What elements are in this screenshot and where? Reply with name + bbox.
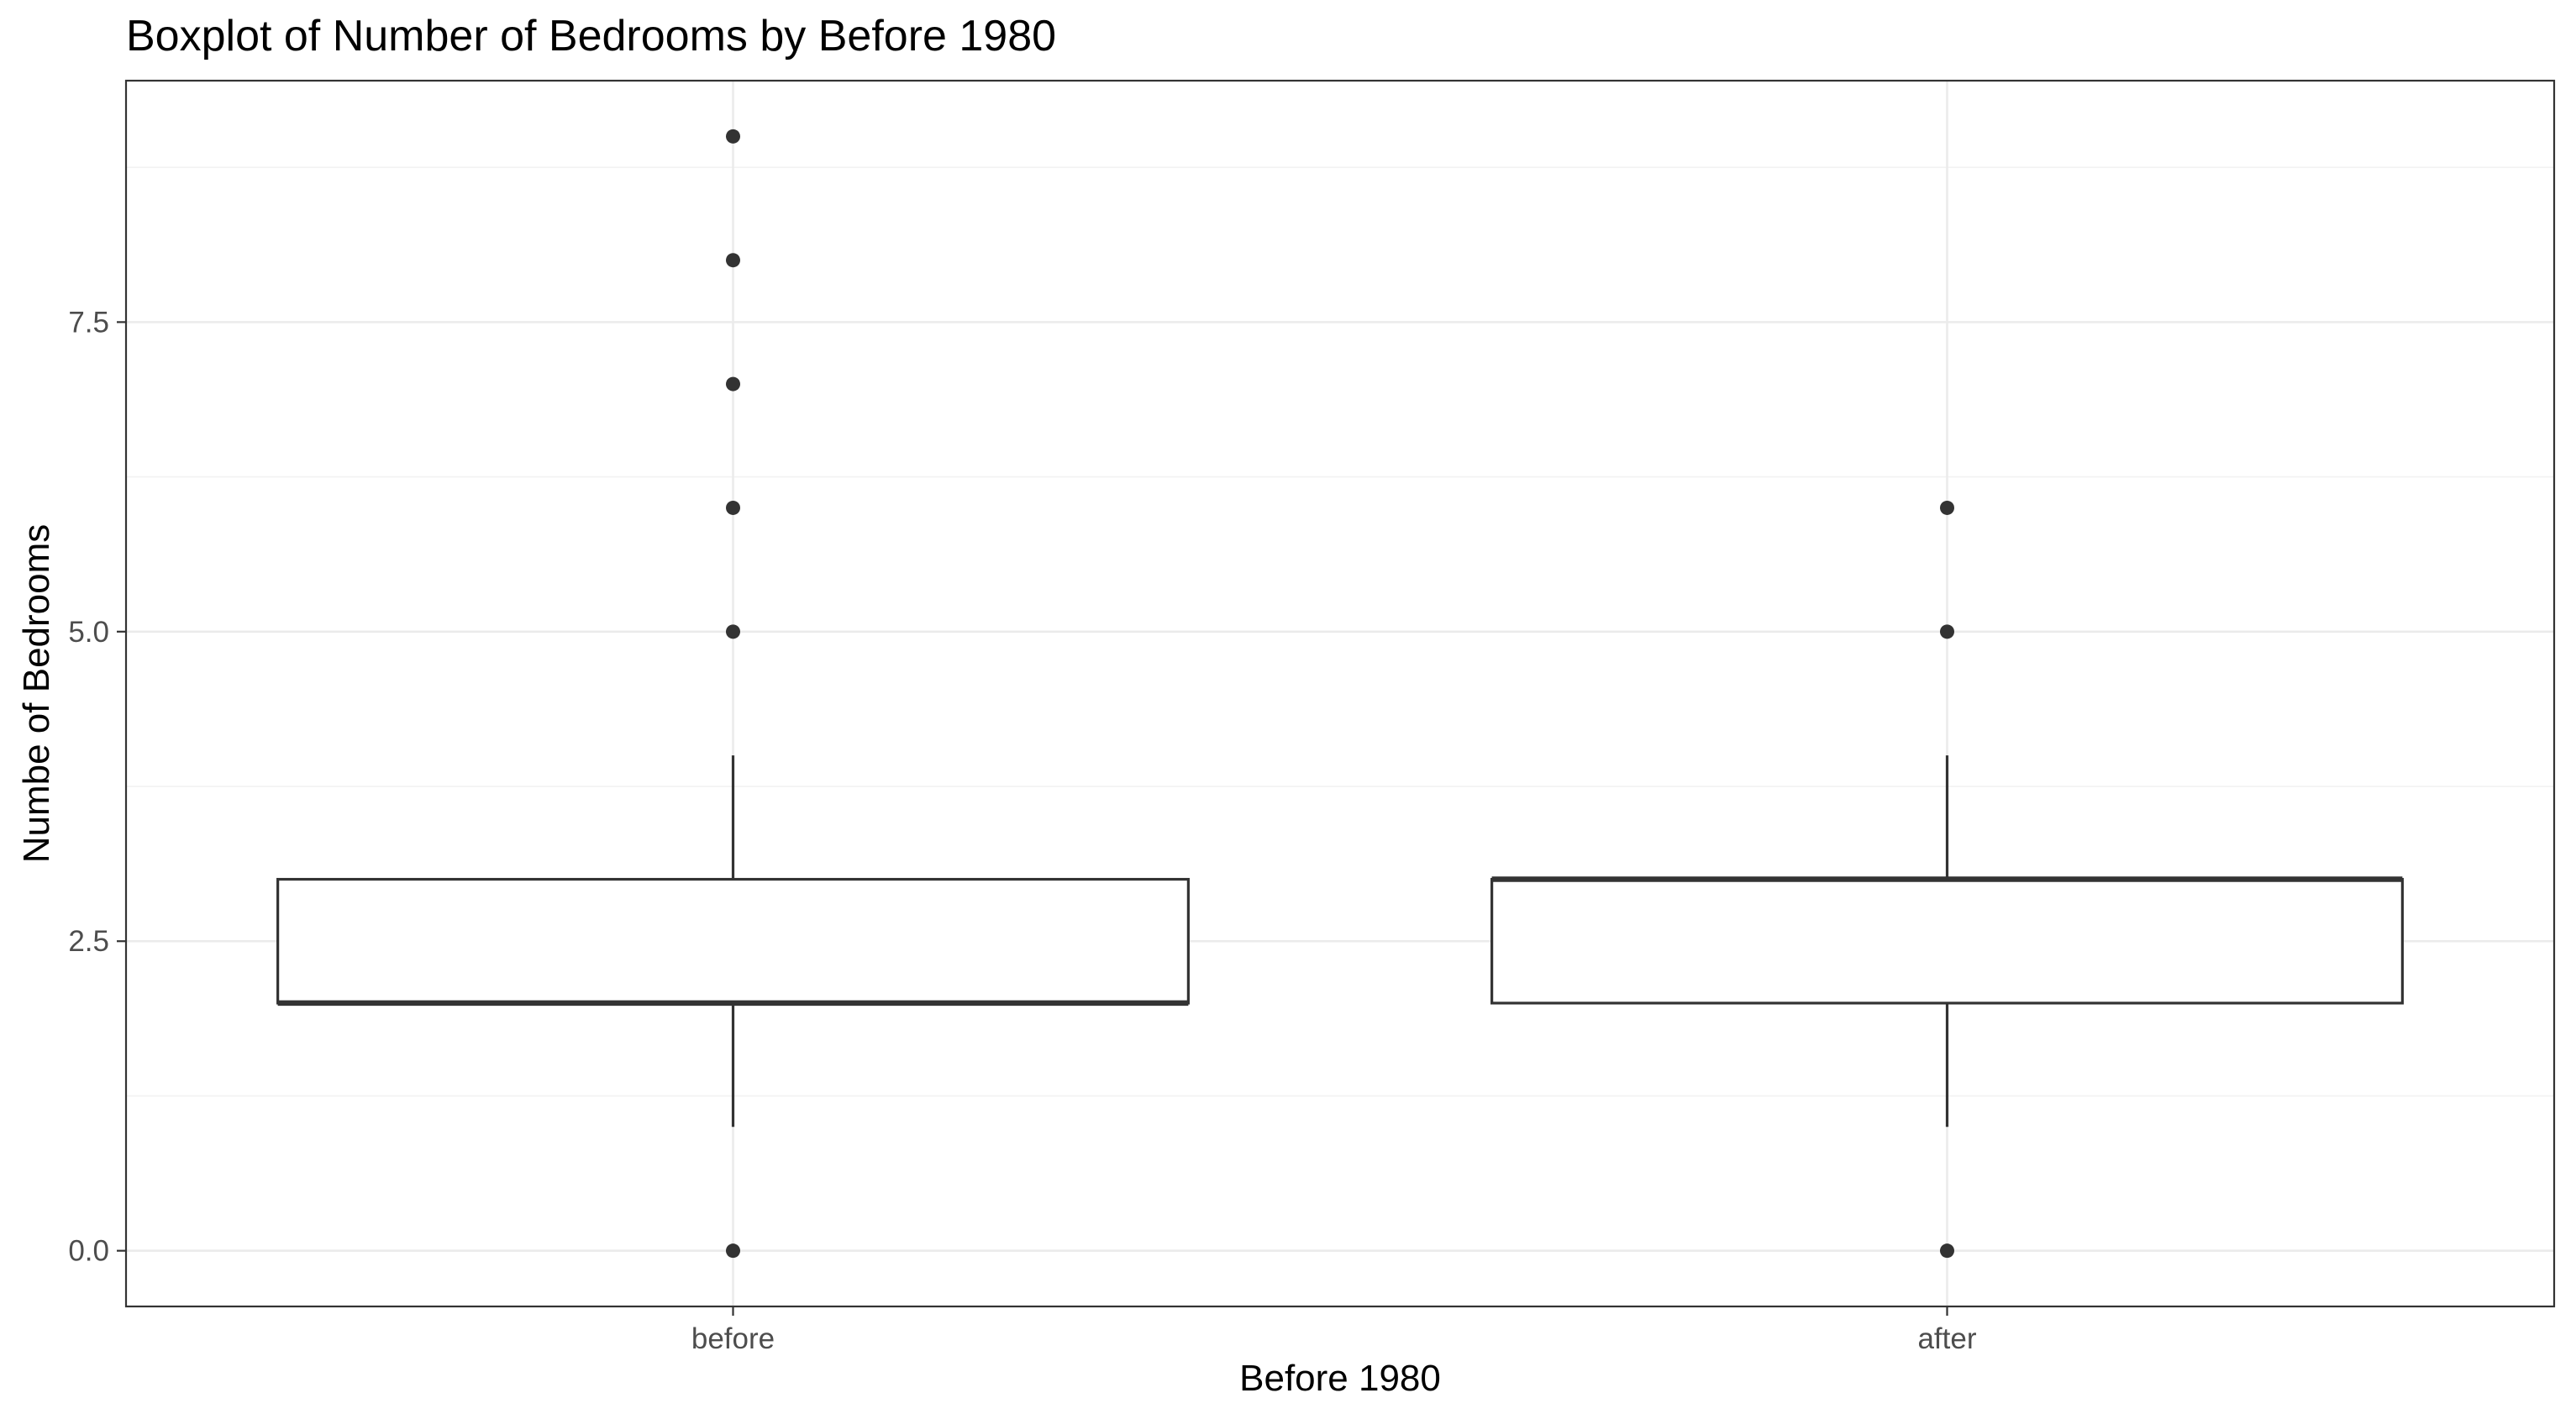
x-axis-title: Before 1980 [1239,1358,1441,1399]
panel-border [124,79,2556,1308]
outlier-point [726,500,740,515]
outlier-point [726,129,740,144]
y-axis-title: Numbe of Bedrooms [16,524,57,864]
outlier-point [726,624,740,639]
box-group-before [276,129,1190,1259]
box-group-after [1490,500,2404,1259]
x-tick-label-before: before [691,1322,775,1355]
outlier-point [726,253,740,268]
box [1490,877,2404,1005]
y-tick-label: 2.5 [68,925,109,958]
outlier-point [1940,500,1954,515]
box [276,877,1190,1005]
box-layer [276,129,2404,1259]
outlier-point [726,376,740,392]
grid-layer [126,81,2554,1306]
x-tick-label-after: after [1917,1322,1976,1355]
y-tick-label: 7.5 [68,306,109,339]
chart-title: Boxplot of Number of Bedrooms by Before … [126,12,1056,60]
outlier-point [1940,624,1954,639]
y-tick-label: 5.0 [68,616,109,649]
panel-background [126,81,2554,1306]
tick-layer: 0.0 2.5 5.0 7.5 before after [68,306,1977,1355]
outlier-point [1940,1243,1954,1259]
y-tick-label: 0.0 [68,1235,109,1268]
outlier-point [726,1243,740,1259]
